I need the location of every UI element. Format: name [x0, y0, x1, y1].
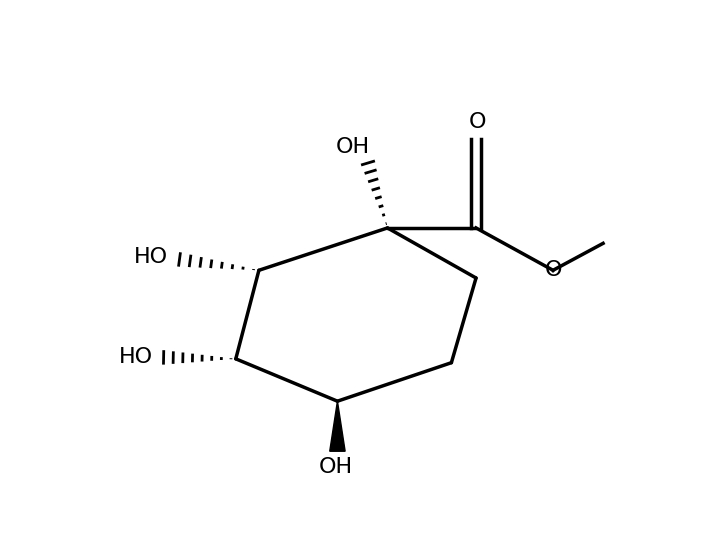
Text: OH: OH [336, 137, 370, 157]
Polygon shape [330, 401, 345, 451]
Text: HO: HO [134, 247, 168, 267]
Text: HO: HO [119, 347, 153, 367]
Text: O: O [469, 112, 486, 132]
Text: OH: OH [319, 458, 353, 477]
Text: O: O [544, 261, 562, 280]
